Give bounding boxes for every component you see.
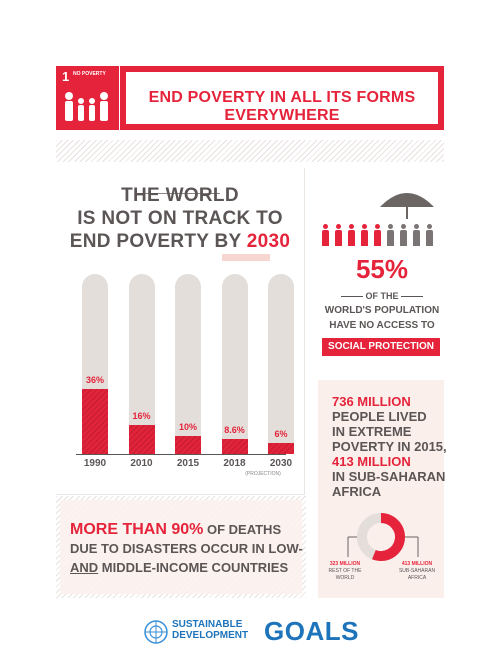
year-tick-label: 2018 xyxy=(223,458,246,469)
social-percent: 55% xyxy=(355,254,409,284)
person-icon xyxy=(374,224,381,246)
bar-value-label: 16% xyxy=(132,411,151,422)
chart-baseline xyxy=(76,454,286,455)
un-emblem-icon xyxy=(144,620,168,644)
track-line3: END POVERTY BY 2030 xyxy=(60,231,300,253)
extreme-line5: 413 MILLION xyxy=(332,454,411,469)
bar xyxy=(221,438,248,454)
extreme-line6: IN SUB-SAHARAN xyxy=(332,469,446,484)
donut-ssa-label2: AFRICA xyxy=(407,575,427,581)
extreme-text: 736 MILLION PEOPLE LIVED IN EXTREME POVE… xyxy=(332,394,447,499)
disasters-line3-rest: MIDDLE-INCOME COUNTRIES xyxy=(98,560,289,575)
bar xyxy=(128,425,155,454)
track-line1: THE WORLD xyxy=(121,185,239,206)
disasters-and: AND xyxy=(70,560,99,575)
wordmark-goals: GOALS xyxy=(264,616,359,646)
track-year: 2030 xyxy=(246,231,291,252)
wordmark-sustainable: SUSTAINABLE xyxy=(172,619,243,630)
bar-track xyxy=(268,274,294,454)
donut-ssa-label1: SUB-SAHARAN xyxy=(398,568,436,574)
sdg-wordmark: SUSTAINABLE DEVELOPMENT xyxy=(172,619,248,641)
person-icon xyxy=(348,224,355,246)
disasters-prefix: MORE THAN 90% xyxy=(70,521,204,538)
year-tick-label: 2030 xyxy=(269,458,293,469)
social-highlight: SOCIAL PROTECTION xyxy=(322,338,440,356)
hatch-strip xyxy=(56,140,444,162)
title-banner: END POVERTY IN ALL ITS FORMS EVERYWHERE xyxy=(120,66,444,130)
person-icon xyxy=(426,224,433,246)
bar-value-label: 36% xyxy=(85,375,104,386)
donut-slice-ssa xyxy=(372,513,405,561)
year-tick-label: 2015 xyxy=(176,458,200,469)
disasters-line2: DUE TO DISASTERS OCCUR IN LOW- xyxy=(70,541,303,556)
bar-track xyxy=(175,274,201,454)
donut-chart xyxy=(347,513,419,561)
donut-rest-value: 323 MILLION xyxy=(329,561,361,567)
divider xyxy=(140,193,220,194)
bar xyxy=(82,389,108,454)
person-icon xyxy=(413,224,420,246)
bar-value-label: 10% xyxy=(178,422,197,432)
disasters-line1: MORE THAN 90% OF DEATHS xyxy=(70,520,306,539)
extreme-line2: PEOPLE LIVED xyxy=(332,409,427,424)
bar-track xyxy=(128,274,155,454)
extreme-line7: AFRICA xyxy=(332,484,382,499)
page-title: END POVERTY IN ALL ITS FORMS EVERYWHERE xyxy=(148,89,416,124)
social-line1-text: OF THE xyxy=(365,291,399,301)
disasters-line1-rest: OF DEATHS xyxy=(203,522,282,537)
person-icon xyxy=(335,224,342,246)
social-line2: WORLD'S POPULATION xyxy=(324,305,440,316)
person-icon xyxy=(400,224,407,246)
umbrella-icon xyxy=(380,193,434,219)
year-underline xyxy=(222,254,270,261)
people-row xyxy=(322,224,442,246)
goal-caption: NO POVERTY xyxy=(73,71,106,77)
chart-panel xyxy=(56,168,305,495)
donut-rest-label1: REST OF THE xyxy=(328,568,362,574)
bar xyxy=(268,443,294,454)
disasters-text: MORE THAN 90% OF DEATHS DUE TO DISASTERS… xyxy=(70,520,306,577)
goal-number: 1 xyxy=(62,69,70,84)
donut-ssa-value: 413 MILLION xyxy=(401,561,433,567)
donut-rest-label2: WORLD xyxy=(335,575,355,581)
person-icon xyxy=(387,224,394,246)
track-line2: IS NOT ON TRACK TO xyxy=(77,208,283,229)
bar-track xyxy=(221,274,248,454)
social-line3: HAVE NO ACCESS TO xyxy=(329,320,435,331)
bar xyxy=(175,436,201,454)
family-icon xyxy=(65,92,108,121)
projection-note: (PROJECTION) xyxy=(245,471,281,477)
bar-value-label: 8.6% xyxy=(224,424,245,435)
extreme-poverty-panel xyxy=(318,380,444,598)
bar-chart: 36% 1990 16% 2010 10% 2015 8.6% 2018 6% 2030 xyxy=(76,274,294,469)
wordmark-development: DEVELOPMENT xyxy=(172,630,249,641)
social-line1: OF THE xyxy=(320,291,444,301)
track-line3-text: END POVERTY BY xyxy=(69,231,247,252)
year-tick-label: 2010 xyxy=(130,458,153,469)
goal-icon-tile: 1 NO POVERTY xyxy=(56,66,119,130)
extreme-line1: 736 MILLION xyxy=(332,394,411,409)
person-icon xyxy=(361,224,368,246)
bar-value-label: 6% xyxy=(274,429,288,440)
year-tick-label: 1990 xyxy=(83,458,107,469)
extreme-line4: POVERTY IN 2015, xyxy=(332,439,447,454)
disasters-line3: AND MIDDLE-INCOME COUNTRIES xyxy=(70,558,306,577)
extreme-line3: IN EXTREME xyxy=(332,424,412,439)
person-icon xyxy=(322,224,329,246)
disasters-panel-fill xyxy=(60,500,302,594)
